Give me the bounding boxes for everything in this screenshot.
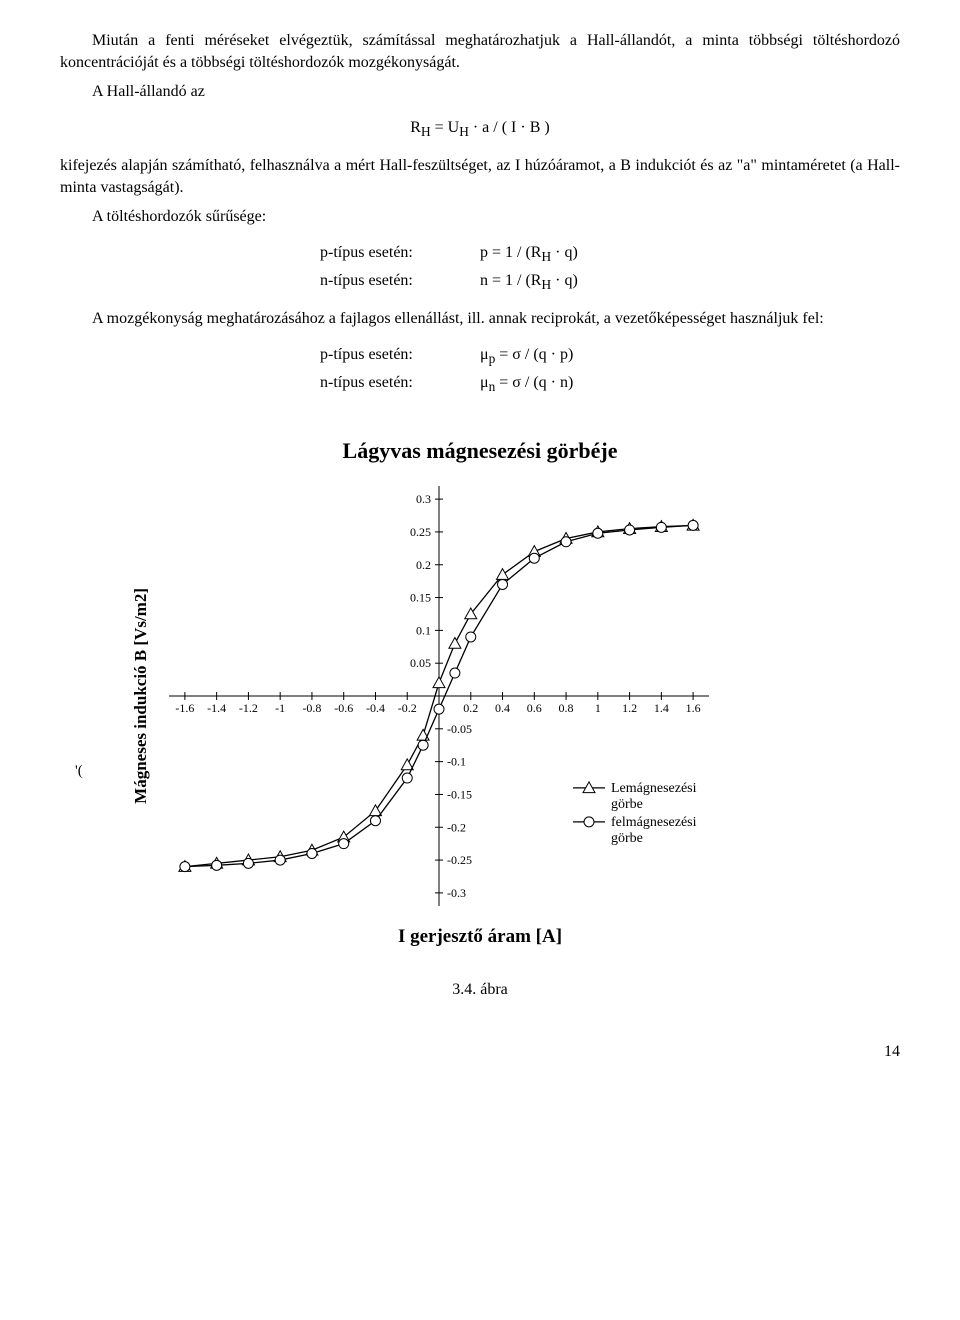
- f2b-val: n = 1 / (RH · q): [480, 270, 578, 294]
- para-4: A töltéshordozók sűrűsége:: [60, 206, 900, 228]
- svg-text:1.6: 1.6: [686, 701, 701, 715]
- svg-text:1.4: 1.4: [654, 701, 669, 715]
- para-2: A Hall-állandó az: [60, 81, 900, 103]
- svg-text:görbe: görbe: [611, 831, 643, 846]
- formula-block-density: p-típus esetén: p = 1 / (RH · q) n-típus…: [320, 242, 900, 294]
- svg-text:0.05: 0.05: [410, 656, 431, 670]
- chart-ylabel: Mágneses indukció B [Vs/m2]: [130, 588, 153, 804]
- chart-title: Lágyvas mágnesezési görbéje: [130, 436, 830, 466]
- svg-text:-0.1: -0.1: [447, 754, 466, 768]
- para-1: Miután a fenti méréseket elvégeztük, szá…: [60, 30, 900, 73]
- svg-text:0.3: 0.3: [416, 492, 431, 506]
- svg-text:-0.4: -0.4: [366, 701, 385, 715]
- svg-text:0.2: 0.2: [416, 557, 431, 571]
- svg-text:0.4: 0.4: [495, 701, 510, 715]
- svg-text:-1.4: -1.4: [207, 701, 226, 715]
- svg-text:0.25: 0.25: [410, 525, 431, 539]
- svg-text:-0.2: -0.2: [447, 820, 466, 834]
- f3a-val: μp = σ / (q · p): [480, 344, 573, 368]
- margin-mark: '(: [75, 761, 83, 781]
- svg-text:1.2: 1.2: [622, 701, 637, 715]
- svg-text:-1.2: -1.2: [239, 701, 258, 715]
- magnetization-chart: '( Lágyvas mágnesezési görbéje Mágneses …: [130, 436, 830, 949]
- svg-text:-1.6: -1.6: [175, 701, 194, 715]
- f2a-label: p-típus esetén:: [320, 242, 480, 266]
- svg-text:Lemágnesezési: Lemágnesezési: [611, 781, 697, 796]
- f3b-val: μn = σ / (q · n): [480, 372, 573, 396]
- formula-block-mobility: p-típus esetén: μp = σ / (q · p) n-típus…: [320, 344, 900, 396]
- chart-xlabel: I gerjesztő áram [A]: [130, 924, 830, 950]
- page-number: 14: [60, 1041, 900, 1063]
- formula-1: RH = UH · a / ( I · B ): [60, 117, 900, 141]
- svg-text:0.15: 0.15: [410, 590, 431, 604]
- svg-text:1: 1: [595, 701, 601, 715]
- svg-text:-0.8: -0.8: [302, 701, 321, 715]
- svg-text:-0.2: -0.2: [398, 701, 417, 715]
- para-5: A mozgékonyság meghatározásához a fajlag…: [60, 308, 900, 330]
- f2b-label: n-típus esetén:: [320, 270, 480, 294]
- svg-text:-0.05: -0.05: [447, 722, 472, 736]
- f3a-label: p-típus esetén:: [320, 344, 480, 368]
- figure-caption: 3.4. ábra: [60, 979, 900, 1001]
- f2a-val: p = 1 / (RH · q): [480, 242, 578, 266]
- svg-text:0.1: 0.1: [416, 623, 431, 637]
- f3b-label: n-típus esetén:: [320, 372, 480, 396]
- svg-text:-0.6: -0.6: [334, 701, 353, 715]
- svg-text:-0.3: -0.3: [447, 886, 466, 900]
- svg-text:görbe: görbe: [611, 797, 643, 812]
- svg-text:-1: -1: [275, 701, 285, 715]
- para-3: kifejezés alapján számítható, felhasznál…: [60, 155, 900, 198]
- svg-text:0.6: 0.6: [527, 701, 542, 715]
- svg-text:-0.25: -0.25: [447, 853, 472, 867]
- svg-text:0.2: 0.2: [463, 701, 478, 715]
- svg-text:felmágnesezési: felmágnesezési: [611, 815, 697, 830]
- svg-text:-0.15: -0.15: [447, 787, 472, 801]
- chart-plot: -1.6 -1.4 -1.2 -1 -0.8 -0.6 -0.4 -0.2 0.2 0.4 0.6 0…: [159, 476, 719, 916]
- svg-text:0.8: 0.8: [558, 701, 573, 715]
